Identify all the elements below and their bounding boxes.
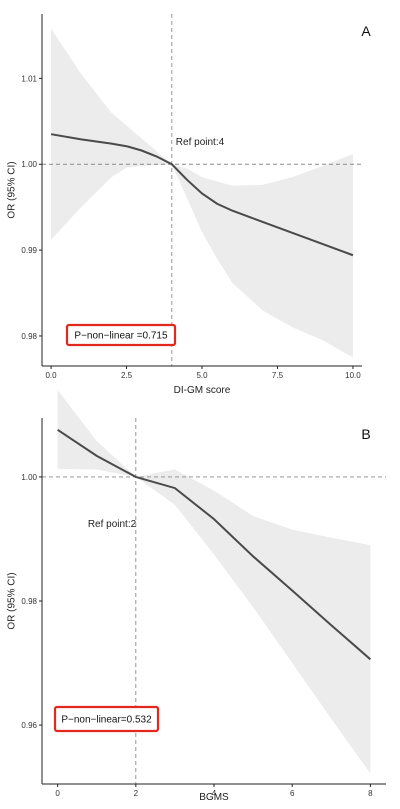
panel-b-ref-label: Ref point:2 — [88, 519, 137, 530]
panel-a-y-axis-title: OR (95% CI) — [7, 161, 18, 218]
panel-a-y-tick-label: 0.98 — [21, 332, 37, 341]
panel-b-y-tick-label: 0.98 — [21, 597, 37, 606]
panel-a-y-tick-label: 1.00 — [21, 160, 37, 169]
panel-b-x-tick-label: 0 — [55, 789, 60, 798]
panel-b-x-tick-label: 8 — [368, 789, 373, 798]
panel-a-or-line — [50, 133, 354, 257]
panel-a-x-tick-label: 0.0 — [45, 371, 57, 380]
panel-a-x-axis-title: DI-GM score — [174, 385, 231, 396]
panel-b-ci-band — [57, 390, 371, 774]
panel-b-or-line — [57, 428, 372, 661]
panel-b-x-ticks: 0 2 4 6 8 — [55, 784, 373, 798]
panel-b-p-value-box — [53, 705, 160, 733]
panel-a-x-tick-label: 5.0 — [196, 371, 208, 380]
panel-b-y-tick-label: 1.00 — [21, 473, 37, 482]
panel-b: 0 2 4 6 8 0.96 0.98 1.00 BGMS OR (95% CI) B Re… — [7, 390, 386, 803]
panel-b-y-axis-title: OR (95% CI) — [7, 572, 18, 629]
panel-a-x-tick-label: 2.5 — [121, 371, 133, 380]
panel-a-x-tick-label: 7.5 — [272, 371, 284, 380]
panel-a-p-value-box — [65, 323, 177, 347]
panel-a-x-tick-label: 10.0 — [345, 371, 361, 380]
panel-b-x-axis-title: BGMS — [199, 792, 229, 803]
panel-b-letter: B — [361, 426, 370, 442]
panel-b-y-ticks: 0.96 0.98 1.00 — [21, 473, 42, 730]
panel-a: 0.0 2.5 5.0 7.5 10.0 0.98 0.99 1.00 1.01 DI-GM … — [7, 14, 371, 396]
panel-b-x-tick-label: 4 — [212, 789, 217, 798]
panel-a-letter: A — [361, 23, 371, 39]
panel-b-x-tick-label: 2 — [134, 789, 139, 798]
panel-a-y-tick-label: 1.01 — [21, 74, 37, 83]
panel-a-ref-label: Ref point:4 — [176, 137, 225, 148]
panel-b-p-value-text: P−non−linear=0.532 — [61, 715, 152, 726]
panel-a-y-ticks: 0.98 0.99 1.00 1.01 — [21, 74, 42, 341]
panel-b-x-tick-label: 6 — [290, 789, 295, 798]
panel-a-p-value-text: P−non−linear =0.715 — [74, 331, 168, 342]
panel-a-x-ticks: 0.0 2.5 5.0 7.5 10.0 — [45, 366, 361, 380]
panel-b-y-tick-label: 0.96 — [21, 721, 37, 730]
panel-a-y-tick-label: 0.99 — [21, 246, 37, 255]
